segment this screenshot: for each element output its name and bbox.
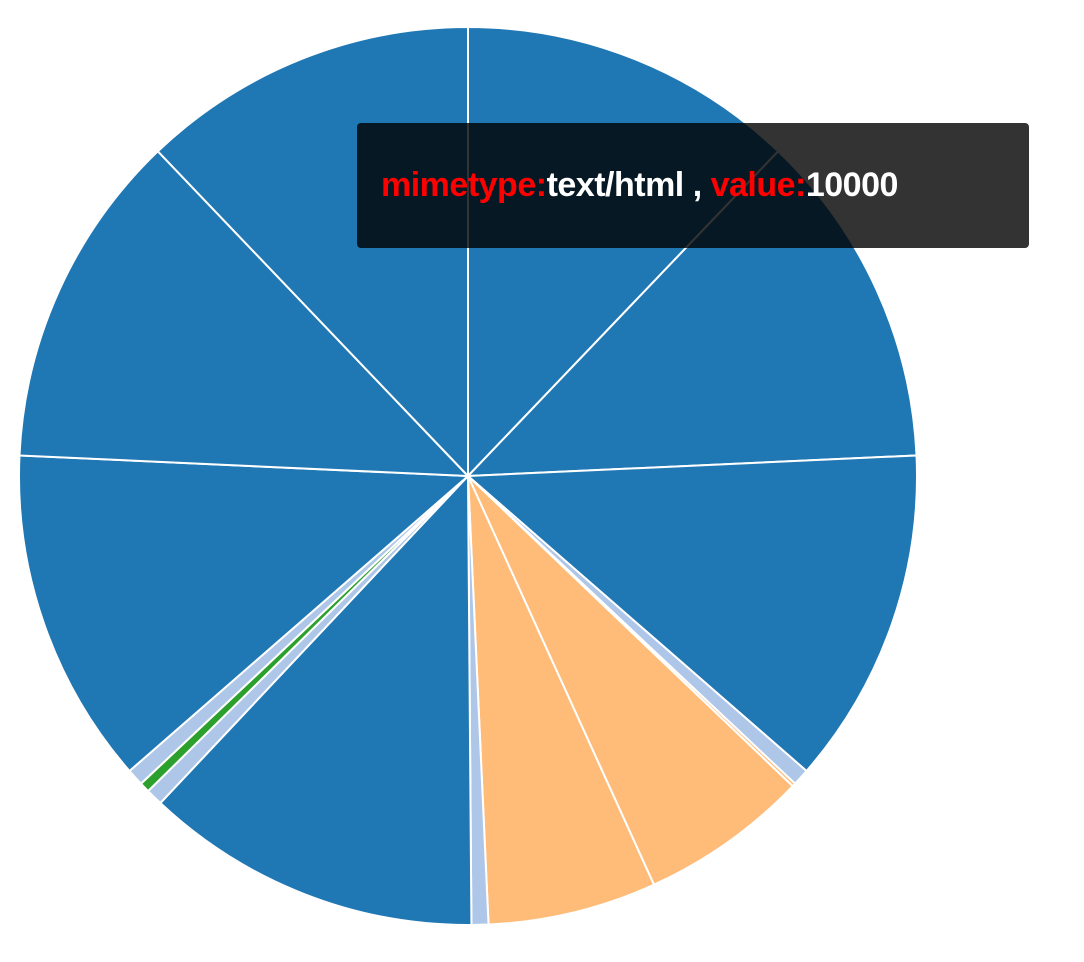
pie-slice-8[interactable] — [158, 473, 473, 926]
pie-slice-6[interactable] — [467, 475, 656, 926]
tooltip-key-mimetype: mimetype: — [381, 166, 547, 204]
pie-slice-5[interactable] — [467, 475, 795, 887]
pie-slice-2[interactable] — [465, 454, 918, 773]
tooltip-value-value: 10000 — [805, 166, 899, 204]
tooltip-key-value: value: — [710, 166, 807, 204]
tooltip-value-mimetype: text/html — [546, 166, 685, 204]
pie-slice-13[interactable] — [18, 149, 471, 478]
pie-slices — [18, 25, 918, 926]
pie-slice-12[interactable] — [18, 454, 471, 773]
tooltip-separator: , — [683, 166, 711, 204]
tooltip: mimetype: text/html , value: 10000 — [357, 123, 1029, 248]
